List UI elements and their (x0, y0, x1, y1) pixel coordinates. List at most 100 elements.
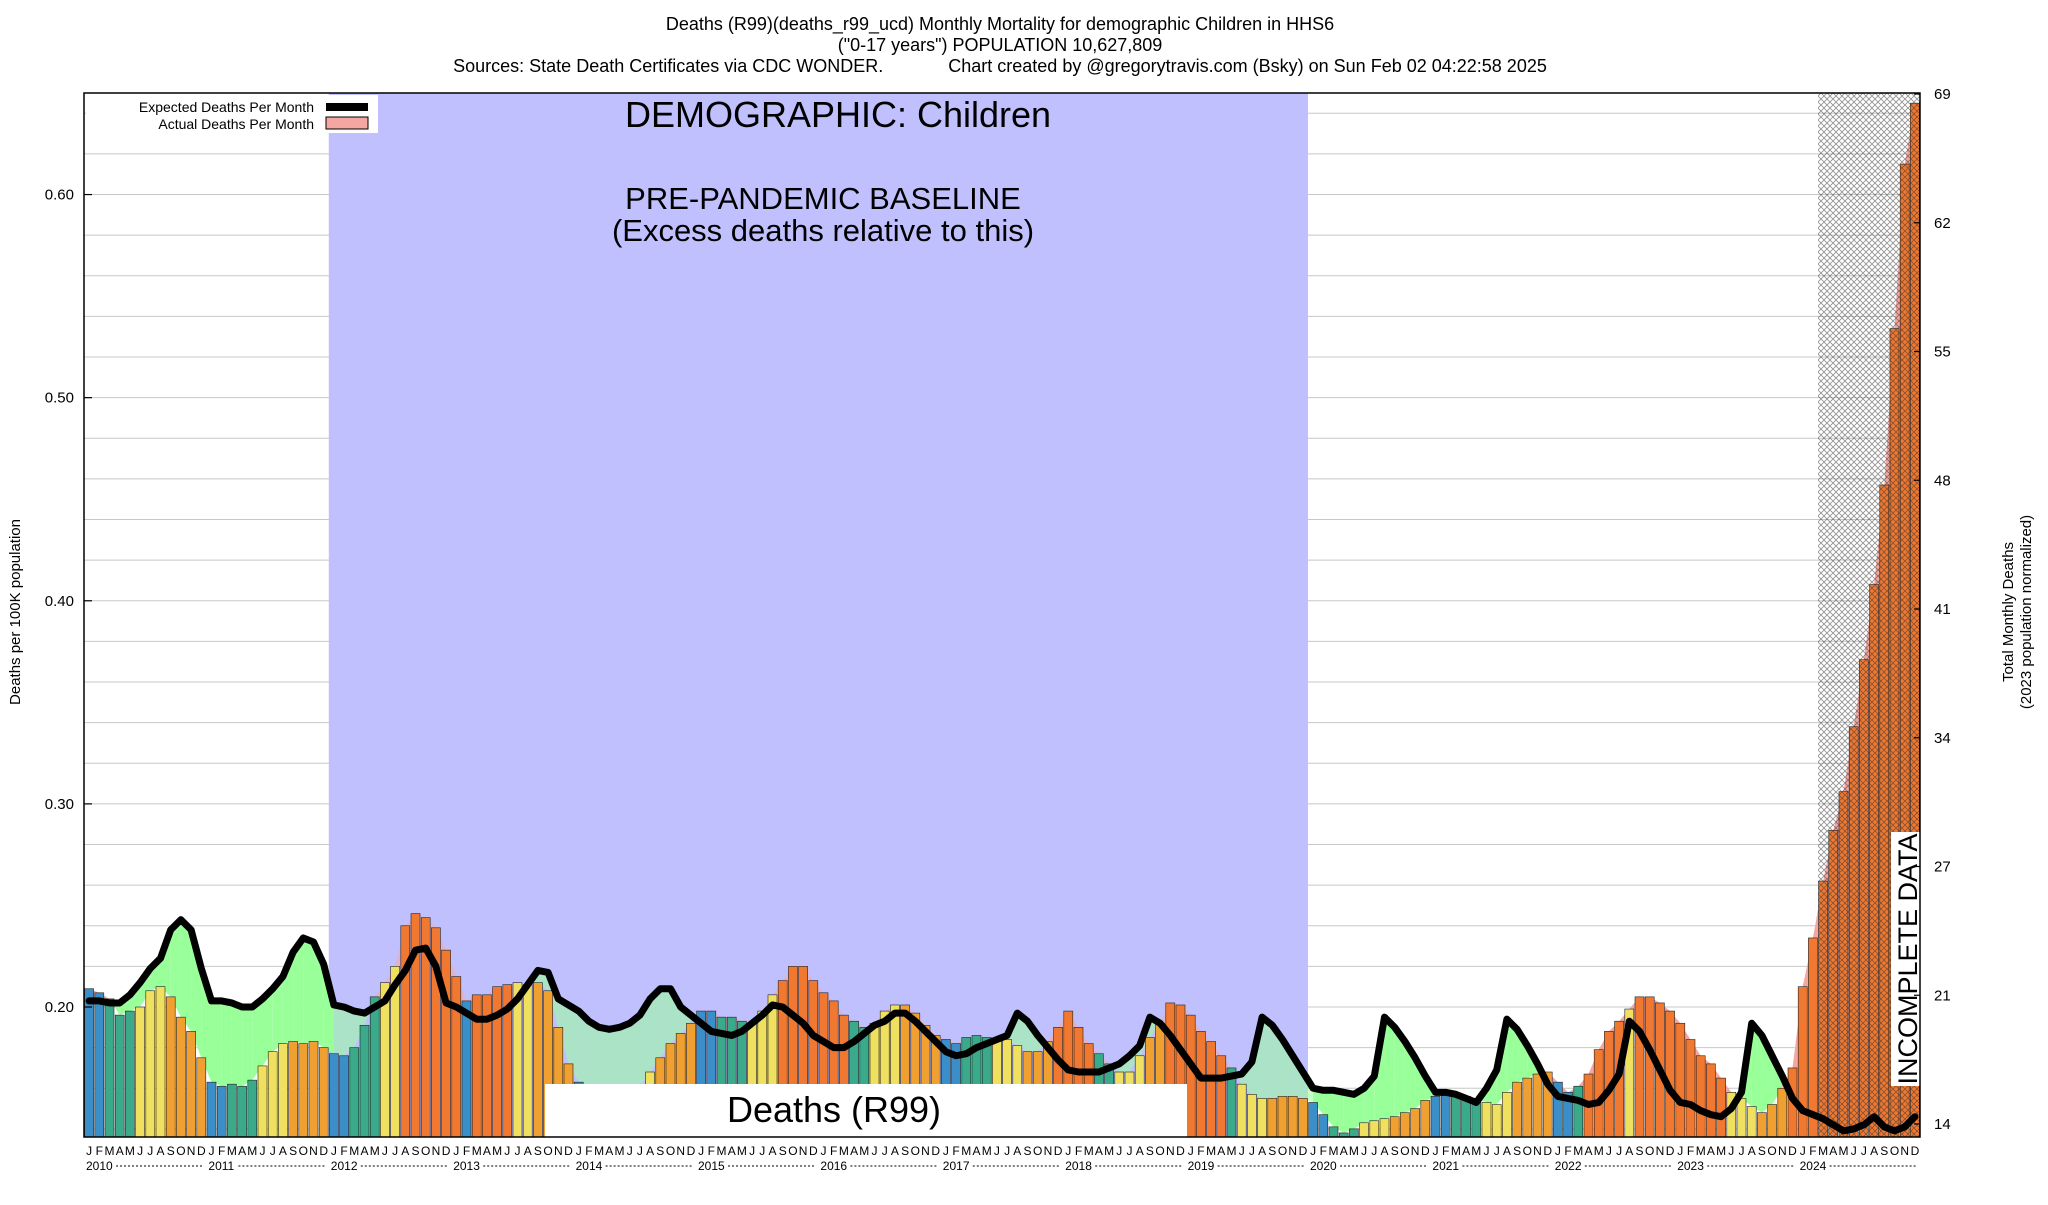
month-tick-label: F (1564, 1144, 1571, 1158)
year-tick-label: 2022 (1555, 1159, 1582, 1173)
bar-2019-11 (1287, 1096, 1298, 1138)
bar-2020-2 (1318, 1114, 1329, 1138)
month-tick-label: A (850, 1144, 858, 1158)
month-tick-label: M (1716, 1144, 1726, 1158)
deviation-fill (211, 1000, 222, 1087)
bar-2019-7 (1247, 1094, 1257, 1138)
left-tick-label: 0.50 (45, 390, 74, 407)
title-line-3: Sources: State Death Certificates via CD… (453, 56, 1547, 76)
month-tick-label: J (882, 1144, 888, 1158)
month-tick-label: J (1494, 1144, 1500, 1158)
bar-2011-12 (318, 1047, 329, 1138)
deviation-fill (344, 1007, 355, 1056)
month-tick-label: A (1829, 1144, 1837, 1158)
deviation-fill (170, 919, 181, 1018)
month-tick-label: J (637, 1144, 643, 1158)
month-tick-label: N (187, 1144, 196, 1158)
deviation-fill (1353, 1088, 1365, 1129)
month-tick-label: J (453, 1144, 459, 1158)
bar-2010-10 (176, 1016, 186, 1138)
deviation-fill (599, 1027, 610, 1099)
month-tick-label: N (1166, 1144, 1175, 1158)
bar-2020-7 (1369, 1120, 1380, 1138)
year-tick-label: 2012 (331, 1159, 358, 1173)
month-tick-label: J (1188, 1144, 1194, 1158)
month-tick-label: N (1656, 1144, 1665, 1158)
bar-2011-9 (288, 1041, 298, 1138)
right-tick-label: 55 (1934, 344, 1951, 361)
month-tick-label: M (982, 1144, 992, 1158)
month-tick-label: J (1249, 1144, 1255, 1158)
right-axis-ticks: 14 21 27 34 41 48 55 62 69 (1914, 86, 1951, 1133)
bar-2019-6 (1236, 1083, 1247, 1138)
month-tick-label: M (1329, 1144, 1339, 1158)
month-tick-label: D (197, 1144, 206, 1158)
cause-label-box (545, 1084, 1187, 1137)
month-tick-label: A (1870, 1144, 1878, 1158)
right-axis-label-line-2: (2023 population normalized) (2018, 515, 2035, 709)
month-tick-label: J (627, 1144, 633, 1158)
year-tick-label: 2014 (576, 1159, 603, 1173)
year-tick-label: 2011 (208, 1159, 234, 1173)
month-tick-label: J (392, 1144, 398, 1158)
expected-deaths-line (85, 916, 1919, 1135)
bar-2021-3 (1451, 1094, 1461, 1138)
month-tick-label: O (911, 1144, 920, 1158)
month-tick-label: M (1084, 1144, 1094, 1158)
bar-2019-2 (1196, 1031, 1206, 1138)
bar-2020-11 (1410, 1108, 1420, 1138)
month-tick-label: J (1239, 1144, 1245, 1158)
deviation-fill (1751, 1023, 1762, 1113)
deviation-fill (1384, 1017, 1395, 1119)
month-tick-label: M (492, 1144, 502, 1158)
month-tick-label: S (411, 1144, 419, 1158)
bar-2020-9 (1389, 1116, 1400, 1138)
bar-2022-3 (1573, 1085, 1584, 1138)
right-tick-label: 14 (1934, 1116, 1951, 1133)
bar-2022-12 (1665, 1010, 1675, 1138)
month-tick-label: D (1054, 1144, 1063, 1158)
month-tick-label: M (1471, 1144, 1481, 1158)
bar-2010-1 (84, 988, 94, 1138)
month-tick-label: J (872, 1144, 878, 1158)
month-tick-label: O (421, 1144, 430, 1158)
deviation-fill (660, 988, 671, 1058)
bar-2013-9 (533, 982, 543, 1138)
month-tick-label: D (1666, 1144, 1675, 1158)
month-tick-label: A (646, 1144, 654, 1158)
month-tick-label: O (666, 1144, 675, 1158)
right-tick-label: 41 (1934, 601, 1951, 618)
month-tick-label: D (809, 1144, 818, 1158)
month-tick-label: J (943, 1144, 949, 1158)
month-tick-label: A (1707, 1144, 1715, 1158)
deviation-fill (639, 998, 651, 1087)
month-tick-label: J (1739, 1144, 1745, 1158)
bar-2021-11 (1532, 1073, 1543, 1138)
incomplete-label: INCOMPLETE DATA (1893, 833, 1923, 1084)
bar-2021-10 (1522, 1077, 1533, 1138)
year-tick-label: 2013 (453, 1159, 480, 1173)
month-tick-label: J (1555, 1144, 1561, 1158)
month-tick-label: O (788, 1144, 797, 1158)
month-tick-label: F (1687, 1144, 1694, 1158)
month-tick-label: J (260, 1144, 266, 1158)
month-tick-label: N (1778, 1144, 1787, 1158)
month-tick-label: A (1258, 1144, 1266, 1158)
month-tick-label: A (1136, 1144, 1144, 1158)
month-tick-label: O (1033, 1144, 1042, 1158)
month-tick-label: M (859, 1144, 869, 1158)
year-tick-label: 2017 (943, 1159, 970, 1173)
month-tick-label: O (1155, 1144, 1164, 1158)
month-tick-label: M (1696, 1144, 1706, 1158)
month-tick-label: N (554, 1144, 563, 1158)
right-axis-label-line-1: Total Monthly Deaths (2000, 542, 2017, 682)
month-tick-label: M (1839, 1144, 1849, 1158)
deviation-fill (221, 1000, 232, 1087)
month-tick-label: A (1503, 1144, 1511, 1158)
month-tick-label: N (1533, 1144, 1542, 1158)
bar-2013-2 (461, 1000, 472, 1138)
bar-2020-10 (1400, 1112, 1410, 1138)
deviation-fill (354, 1011, 365, 1048)
